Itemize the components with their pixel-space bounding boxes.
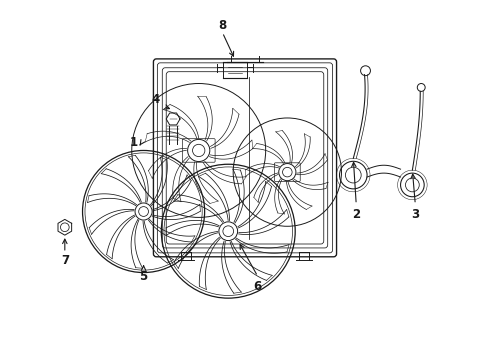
Text: 4: 4 — [151, 93, 159, 106]
Text: 3: 3 — [410, 208, 419, 221]
Text: 7: 7 — [61, 254, 69, 267]
Text: 5: 5 — [139, 270, 147, 283]
Text: 6: 6 — [253, 280, 262, 293]
Text: 8: 8 — [218, 19, 226, 32]
Text: 1: 1 — [129, 136, 138, 149]
Text: 2: 2 — [351, 208, 360, 221]
